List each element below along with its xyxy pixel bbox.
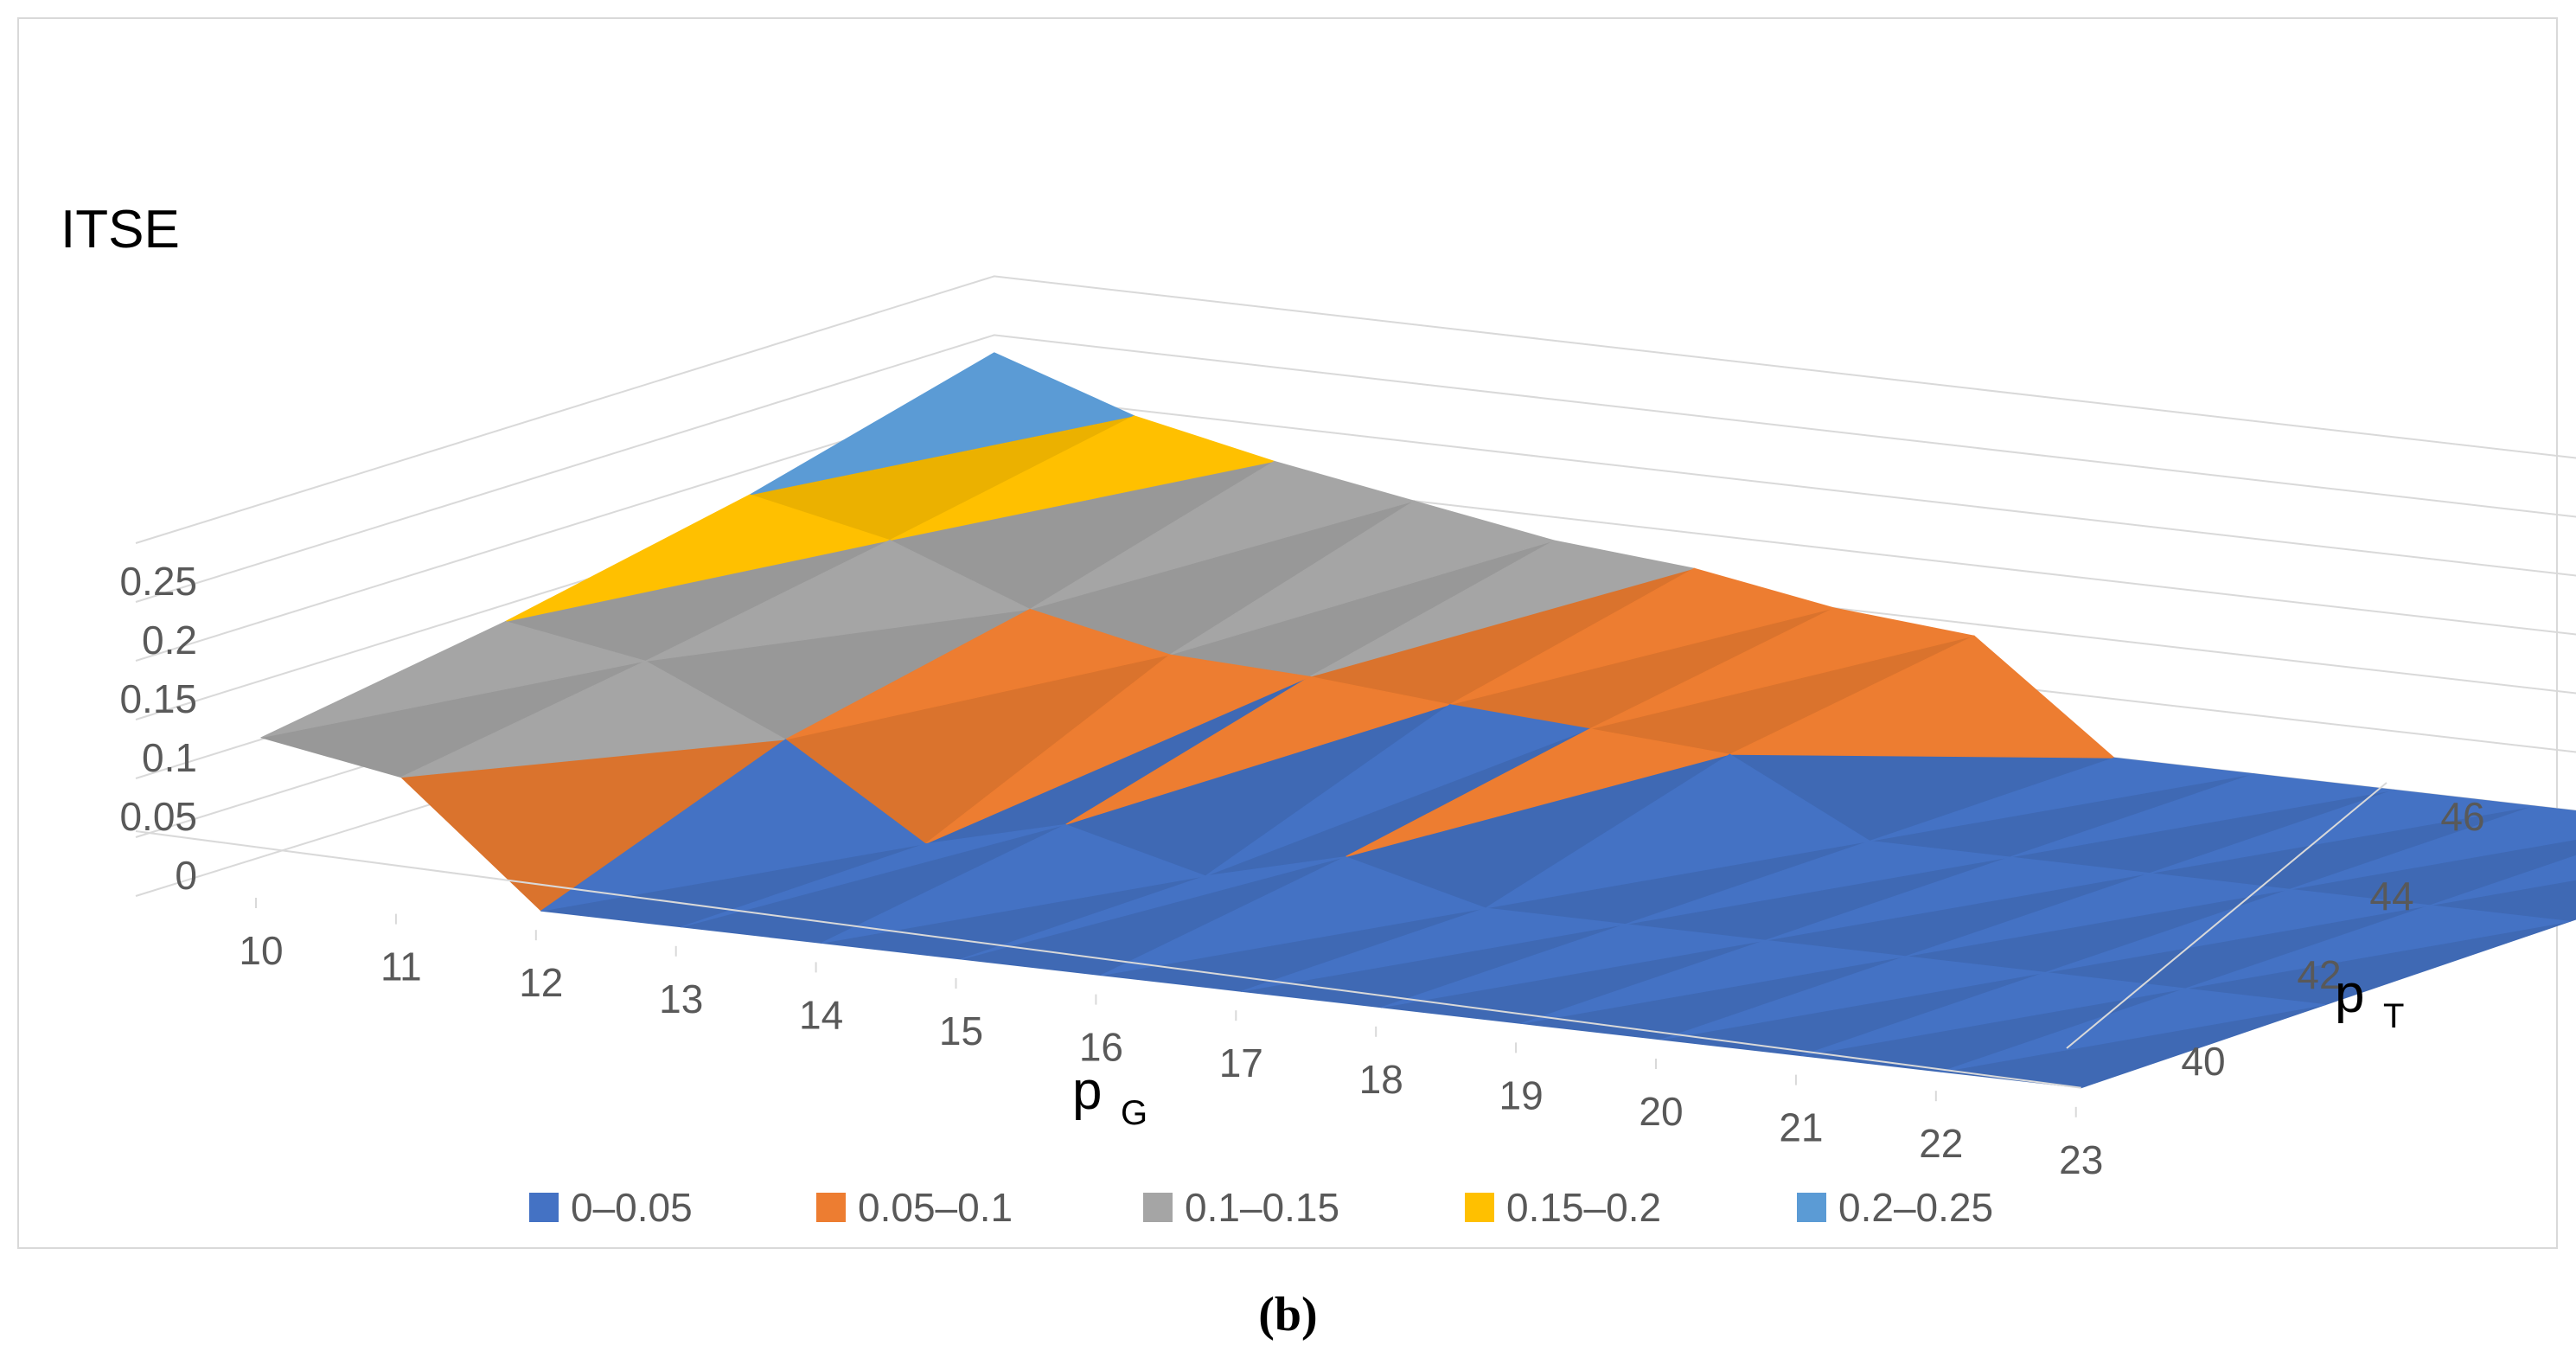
- x-tick-label: 23: [2059, 1137, 2103, 1182]
- surface-facet: [1345, 728, 1730, 858]
- z-axis-title: ITSE: [61, 200, 180, 259]
- x-tick-label: 17: [1219, 1040, 1263, 1085]
- surface-facet: [1205, 704, 1591, 877]
- surface-facet: [1169, 500, 1555, 656]
- z-tick-label: 0.15: [119, 676, 197, 721]
- surface-facet: [1380, 924, 1767, 1008]
- gridline: [135, 275, 2576, 544]
- legend-label: 0.05–0.1: [858, 1185, 1013, 1230]
- legend-label: 0.1–0.15: [1185, 1185, 1339, 1230]
- surface-facet: [505, 494, 891, 623]
- y-tick-label: 42: [2297, 952, 2341, 997]
- x-tick-label: 22: [1919, 1121, 1963, 1166]
- surface-facet: [1100, 856, 1486, 976]
- gridline: [135, 334, 2576, 603]
- surface-facet: [1729, 635, 2115, 759]
- x-tick-label: 15: [939, 1008, 983, 1053]
- x-tick-label: 19: [1499, 1072, 1544, 1117]
- surface-facet: [1449, 567, 1835, 706]
- surface-facet: [2045, 888, 2431, 973]
- surface-facet: [260, 621, 646, 739]
- surface-facet: [1589, 607, 1975, 730]
- surface-facet: [1309, 540, 1695, 677]
- legend: 0–0.05 0.05–0.1 0.1–0.15 0.15–0.2 0.2–0.25: [529, 1185, 1993, 1230]
- surface-facet: [2429, 855, 2576, 906]
- surface-facet: [1625, 840, 2010, 925]
- z-tick-label: 0: [175, 853, 197, 898]
- surface-facet: [1064, 675, 1451, 825]
- x-tick-label: 21: [1779, 1105, 1823, 1150]
- surface-facet: [2289, 805, 2576, 890]
- surface: [260, 352, 2576, 1089]
- surface-facet: [924, 654, 1311, 845]
- surface-facet: [2009, 773, 2395, 858]
- x-tick-label: 12: [519, 960, 563, 1005]
- x-tick-label: 11: [380, 944, 422, 989]
- x-tick-label: 16: [1079, 1025, 1123, 1070]
- surface-facet: [1520, 939, 1907, 1024]
- surface-facet: [645, 540, 1031, 662]
- y-tick-label: 44: [2369, 874, 2413, 919]
- x-axis-title-subscript: G: [1121, 1094, 1147, 1132]
- surface-facet: [749, 352, 1135, 496]
- surface-facet: [961, 856, 1346, 960]
- surface-facet: [1940, 988, 2326, 1072]
- surface-facet: [1660, 956, 2046, 1040]
- x-tick-label: 13: [659, 976, 703, 1021]
- z-tick-label: 0.1: [142, 735, 197, 780]
- surface-facet: [889, 415, 1275, 541]
- surface-facet: [1765, 856, 2151, 941]
- surface-facet: [540, 739, 926, 912]
- surface-facet: [821, 823, 1206, 944]
- axes: 0 0.05 0.1 0.15 0.2 0.25 10 11 12 13 14 15 16 17 18 19 2…: [61, 200, 2485, 1182]
- x-tick-label: 14: [799, 992, 843, 1037]
- figure-caption: (b): [1258, 1288, 1318, 1341]
- x-tick-label: 10: [239, 928, 283, 973]
- y-axis-line: [2066, 782, 2387, 1049]
- z-tick-label: 0.25: [119, 559, 197, 604]
- y-axis-title-subscript: T: [2383, 997, 2404, 1035]
- y-tick-label: 46: [2440, 794, 2484, 839]
- legend-swatch: [1143, 1193, 1173, 1222]
- surface-facet: [2184, 905, 2571, 989]
- surface-facet: [1800, 971, 2186, 1057]
- legend-label: 0.2–0.25: [1838, 1185, 1993, 1230]
- legend-swatch: [1465, 1193, 1494, 1222]
- legend-label: 0–0.05: [571, 1185, 693, 1230]
- surface-facet: [400, 660, 786, 778]
- legend-swatch: [816, 1193, 846, 1222]
- legend-swatch: [1797, 1193, 1826, 1222]
- surface-facet: [681, 823, 1066, 928]
- x-tick-label: 18: [1359, 1057, 1403, 1102]
- x-axis-title: p: [1072, 1061, 1102, 1121]
- legend-swatch: [529, 1193, 559, 1222]
- x-tick-label: 20: [1639, 1089, 1683, 1134]
- surface-facet: [784, 608, 1171, 740]
- x-axis-line: [135, 830, 2081, 1089]
- surface-facet: [1485, 753, 1870, 909]
- surface-facet: [1905, 873, 2291, 957]
- y-axis-title: p: [2335, 964, 2364, 1024]
- z-tick-label: 0.05: [119, 794, 197, 839]
- surface-facet: [1240, 907, 1627, 992]
- surface-facet: [1029, 460, 1415, 610]
- surface-facet: [1869, 757, 2255, 842]
- surface-facet: [2149, 789, 2535, 874]
- z-tick-label: 0.2: [142, 618, 197, 663]
- y-tick-label: 40: [2181, 1039, 2225, 1084]
- legend-label: 0.15–0.2: [1506, 1185, 1661, 1230]
